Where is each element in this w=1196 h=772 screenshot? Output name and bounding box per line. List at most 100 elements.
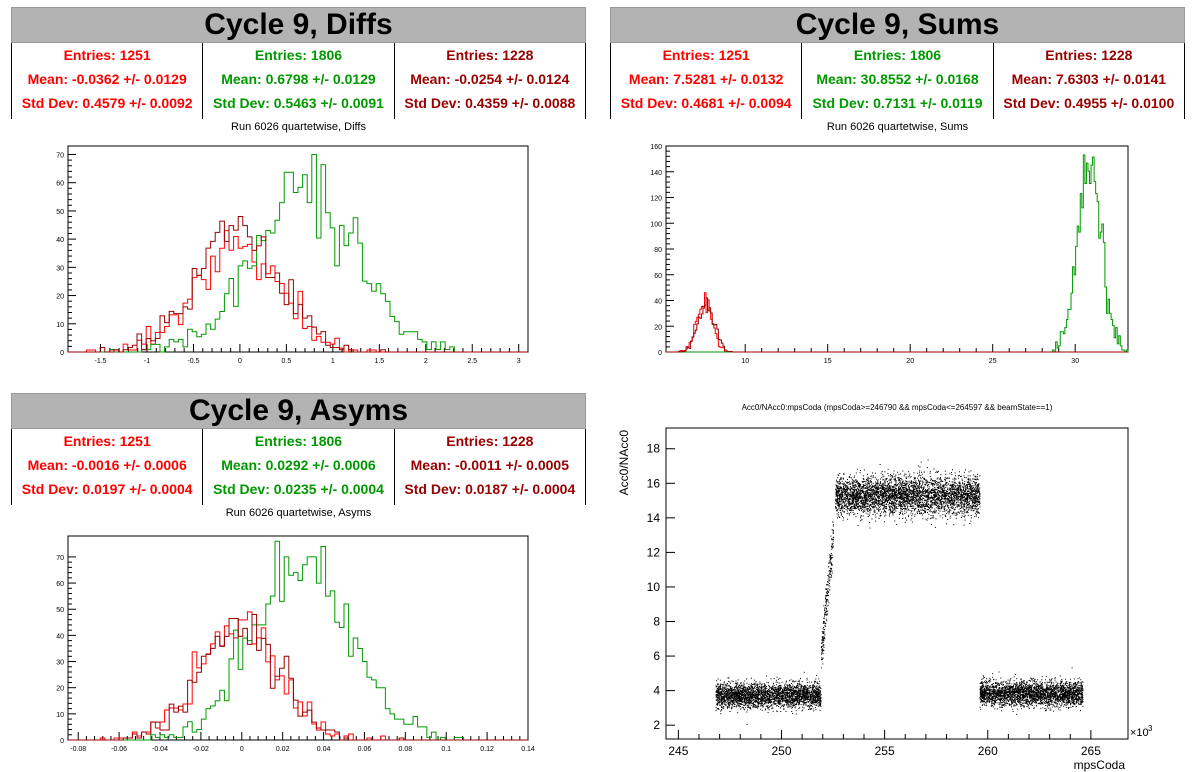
scatter-point	[860, 489, 862, 491]
scatter-point	[727, 707, 729, 709]
scatter-point	[763, 690, 765, 692]
scatter-point	[721, 705, 723, 707]
scatter-point	[862, 504, 864, 505]
scatter-point	[778, 705, 779, 707]
x-tick-label: 0.08	[399, 746, 413, 753]
scatter-point	[755, 701, 757, 702]
scatter-point	[796, 695, 798, 697]
scatter-point	[817, 701, 819, 702]
scatter-point	[811, 690, 813, 692]
scatter-point	[790, 700, 792, 702]
scatter-point	[840, 508, 842, 510]
scatter-point	[809, 685, 811, 687]
scatter-point	[927, 489, 929, 490]
scatter-point	[843, 505, 845, 507]
y-tick-label: 0	[60, 738, 64, 745]
x-tick-label: 255	[875, 744, 895, 758]
scatter-point	[780, 692, 782, 694]
scatter-point	[745, 697, 747, 699]
scatter-point	[725, 690, 727, 692]
scatter-point	[731, 688, 733, 690]
scatter-point	[848, 498, 850, 500]
scatter-point	[803, 691, 804, 693]
scatter-point	[830, 559, 832, 561]
scatter-point	[752, 695, 754, 697]
scatter-point	[823, 605, 825, 607]
scatter-point	[930, 506, 932, 508]
scatter-point	[762, 698, 764, 700]
scatter-point	[779, 687, 781, 689]
scatter-point	[848, 494, 850, 496]
scatter-point	[812, 703, 814, 705]
scatter-point	[823, 637, 825, 639]
scatter-point	[797, 684, 799, 686]
scatter-point	[923, 507, 925, 509]
scatter-point	[829, 555, 831, 556]
scatter-point	[765, 684, 767, 686]
scatter-point	[815, 709, 817, 711]
scatter-point	[807, 696, 809, 698]
scatter-point	[924, 505, 926, 507]
scatter-point	[827, 575, 829, 576]
scatter-point	[776, 705, 778, 707]
scatter-point	[764, 698, 766, 700]
scatter-point	[889, 512, 891, 514]
scatter-point	[728, 688, 730, 690]
scatter-point	[831, 529, 833, 531]
scatter-point	[731, 701, 733, 702]
scatter-point	[773, 688, 774, 690]
scatter-point	[852, 507, 854, 509]
scatter-point	[886, 506, 887, 508]
scatter-point	[741, 695, 742, 697]
scatter-point	[735, 694, 737, 696]
scatter-point	[775, 703, 776, 705]
scatter-point	[765, 700, 767, 702]
scatter-point	[736, 698, 737, 700]
scatter-point	[740, 699, 742, 701]
scatter-point	[875, 486, 877, 488]
scatter-point	[831, 564, 832, 565]
scatter-point	[736, 687, 738, 689]
scatter-point	[814, 680, 816, 682]
scatter-point	[738, 684, 740, 686]
scatter-point	[865, 488, 867, 489]
scatter-point	[752, 699, 754, 701]
scatter-point	[760, 683, 762, 685]
scatter-point	[792, 705, 794, 707]
scatter-point	[957, 493, 959, 495]
scatter-point	[783, 697, 785, 699]
scatter-point	[783, 698, 785, 700]
x-exponent-power: 3	[1148, 724, 1153, 733]
scatter-point	[790, 687, 792, 689]
scatter-point	[718, 708, 719, 710]
sums-stat-red: Entries: 1251 Mean: 7.5281 +/- 0.0132 St…	[611, 43, 803, 119]
stat-std: Std Dev: 0.4579 +/- 0.0092	[21, 95, 193, 111]
scatter-point	[765, 700, 767, 702]
scatter-point	[734, 703, 736, 705]
scatter-point	[793, 694, 794, 696]
scatter-point	[749, 687, 751, 689]
scatter-point	[761, 701, 763, 703]
scatter-point	[761, 691, 763, 693]
scatter-point	[809, 700, 811, 702]
scatter-point	[753, 704, 755, 706]
scatter-point	[933, 484, 935, 486]
scatter-point	[743, 694, 745, 696]
scatter-point	[750, 702, 752, 704]
scatter-point	[966, 481, 968, 483]
scatter-point	[809, 708, 811, 710]
scatter-point	[735, 685, 737, 687]
scatter-point	[812, 696, 814, 698]
scatter-point	[792, 694, 793, 696]
scatter-point	[802, 694, 804, 696]
scatter-point	[904, 510, 906, 512]
scatter-point	[724, 681, 725, 683]
scatter-point	[823, 640, 825, 642]
scatter-point	[732, 690, 734, 691]
scatter-point	[811, 688, 813, 690]
scatter-point	[735, 689, 737, 691]
scatter-point	[805, 693, 807, 695]
scatter-point	[897, 507, 899, 509]
scatter-point	[746, 700, 748, 701]
scatter-point	[754, 707, 756, 708]
